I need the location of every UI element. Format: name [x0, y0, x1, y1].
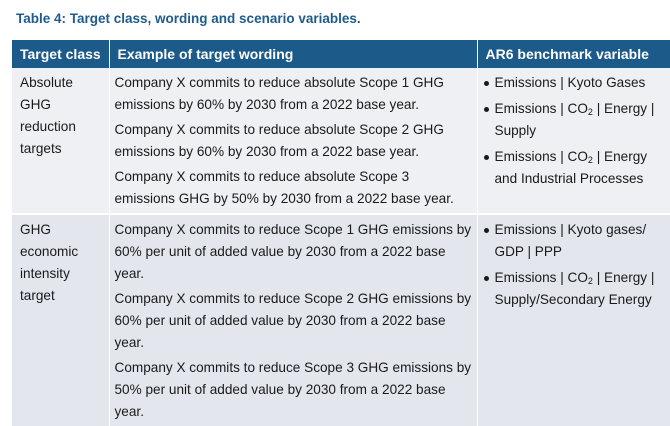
header-example-wording: Example of target wording — [109, 40, 478, 68]
benchmark-item: Emissions | CO2 | Energy | Supply — [482, 98, 667, 142]
table-caption: Table 4: Target class, wording and scena… — [16, 11, 361, 26]
benchmark-item: Emissions | CO2 | Energy and Industrial … — [482, 146, 667, 190]
header-target-class: Target class — [12, 40, 110, 68]
example-text: Company X commits to reduce absolute Sco… — [114, 122, 444, 159]
benchmark-cell: Emissions | Kyoto Gases Emissions | CO2 … — [477, 68, 670, 214]
benchmark-list: Emissions | Kyoto gases/ GDP | PPP Emiss… — [482, 219, 667, 311]
target-class-cell: GHG economic intensity target — [12, 213, 110, 426]
target-variables-table: Target class Example of target wording A… — [12, 40, 670, 426]
example-wording-cell: Company X commits to reduce absolute Sco… — [109, 68, 478, 214]
example-text: Company X commits to reduce Scope 3 GHG … — [114, 360, 472, 419]
benchmark-item: Emissions | Kyoto Gases — [482, 72, 667, 94]
example-wording-cell: Company X commits to reduce Scope 1 GHG … — [109, 213, 478, 426]
benchmark-item: Emissions | Kyoto gases/ GDP | PPP — [482, 219, 667, 263]
example-text: Company X commits to reduce absolute Sco… — [114, 169, 454, 206]
table-row: GHG economic intensity target Company X … — [12, 213, 670, 426]
benchmark-cell: Emissions | Kyoto gases/ GDP | PPP Emiss… — [477, 213, 670, 426]
table-row: Absolute GHG reduction targets Company X… — [12, 68, 670, 214]
benchmark-item: Emissions | CO2 | Energy | Supply/Second… — [482, 267, 667, 311]
example-text: Company X commits to reduce Scope 2 GHG … — [114, 291, 472, 350]
target-class-label: Absolute GHG reduction targets — [20, 75, 76, 156]
header-benchmark-variable: AR6 benchmark variable — [477, 40, 670, 68]
example-text: Company X commits to reduce absolute Sco… — [114, 75, 444, 112]
example-text: Company X commits to reduce Scope 1 GHG … — [114, 222, 472, 281]
target-class-label: GHG economic intensity target — [20, 222, 79, 303]
target-class-cell: Absolute GHG reduction targets — [12, 68, 110, 214]
header-row: Target class Example of target wording A… — [12, 40, 670, 68]
benchmark-list: Emissions | Kyoto Gases Emissions | CO2 … — [482, 72, 667, 190]
